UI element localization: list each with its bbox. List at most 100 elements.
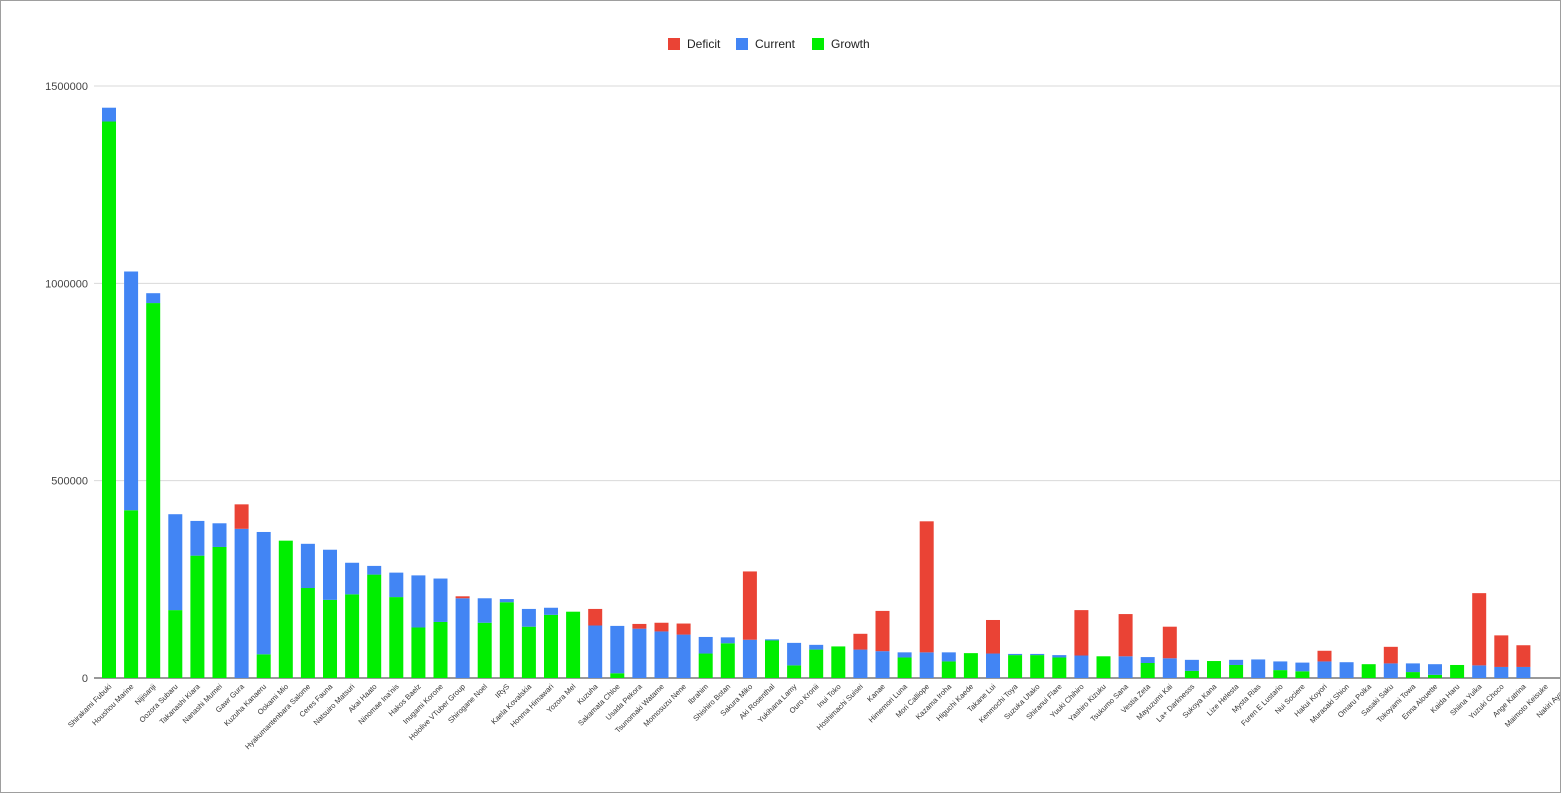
bar-current-shirogane-noel [477,598,492,623]
bar-growth-oozora-subaru [168,610,183,678]
bar-growth-tokoyami-towa [1405,672,1420,678]
legend: Deficit Current Growth [668,37,870,51]
bar-current-kuzuha-kanaeru [256,531,271,655]
legend-label-growth: Growth [831,37,870,51]
bar-growth-himemori-luna [897,657,912,678]
bar-deficit-yuzuki-choco [1494,635,1509,667]
x-tick-label: IRyS [493,682,511,700]
bar-deficit-gawr-gura [234,504,249,529]
y-tick-label: 1500000 [45,81,88,93]
bar-growth-ninomae-ina-nis [389,597,404,678]
bar-current-nanashi-mumei [212,523,227,547]
bar-deficit-sasaki-saku [1383,646,1398,664]
bar-deficit-usada-pekora [632,623,647,629]
bar-current-murasaki-shion [1339,662,1354,678]
bar-current-irys [499,599,514,603]
bar-growth-akai-haato [367,574,382,678]
bar-current-mori-calliope [919,652,934,678]
bar-growth-irys [499,602,514,678]
bar-current-tsukumo-sana [1118,656,1133,678]
bar-current-yuuki-chihiro [1074,655,1089,678]
bar-current-houshou-marine [124,271,139,511]
bar-current-takanashi-kiara [190,520,205,556]
bar-current-honma-himawari [544,607,558,615]
bar-current-shirakami-fubuki [102,107,116,122]
bar-deficit-kanae [875,610,890,652]
bar-current-suzuka-utako [1030,653,1045,656]
bar-growth-ouro-kronii [809,649,824,678]
bar-current-yuzuki-choco [1494,666,1509,678]
bar-current-enna-alouette [1428,664,1442,675]
bar-current-shiina-yuika [1472,665,1487,678]
bar-current-yukihana-lamy [787,642,802,666]
bar-current-ibrahim [698,636,713,654]
bar-current-la-darknesss [1184,659,1199,671]
bar-deficit-kuzuha [588,608,603,626]
bar-current-tokoyami-towa [1405,663,1420,673]
bar-growth-shirakami-fubuki [102,121,116,678]
bar-growth-furen-e-lustario [1273,670,1288,678]
bar-deficit-hakui-koyori [1317,650,1332,662]
bar-deficit-mayuzumi-kai [1162,626,1177,659]
bar-deficit-hololive-vtuber-group [455,596,470,599]
bar-growth-kaela-kovalskia [521,626,536,678]
legend-swatch-deficit [668,38,680,50]
bar-current-mysta-rias [1251,659,1266,678]
bar-deficit-tsukumo-sana [1118,614,1133,657]
bar-deficit-ange-katrina [1516,645,1531,667]
bar-growth-aki-rosenthal [765,640,779,678]
bar-current-kenmochi-toya [1008,653,1023,656]
y-tick-label: 1000000 [45,278,88,290]
bar-current-ouro-kronii [809,644,824,650]
bar-current-hyakumantenbara-salome [300,543,315,589]
bar-current-hakui-koyori [1317,661,1332,678]
bar-growth-sakamata-chloe [610,673,625,678]
bar-growth-enna-alouette [1428,674,1442,678]
bar-current-kazama-iroha [941,652,956,662]
bar-current-shishiro-botan [720,637,735,644]
bar-growth-inugami-korone [433,621,448,678]
bar-deficit-momosuzu-nene [676,623,691,635]
bar-growth-higuchi-kaede [963,653,978,678]
bar-current-mayuzumi-kai [1162,658,1177,678]
bar-current-hakos-baelz [411,575,426,628]
bar-growth-yashiro-kizuku [1096,656,1111,678]
bar-current-hoshimachi-suisei [853,649,868,678]
bar-current-sakamata-chloe [610,625,625,674]
legend-swatch-growth [812,38,824,50]
bar-current-kuzuha [588,625,603,678]
bar-growth-la-darknesss [1184,670,1199,678]
bar-current-furen-e-lustario [1273,661,1288,671]
y-axis-ticks: 0 500000 1000000 1500000 [45,81,88,685]
bar-current-kaela-kovalskia [521,608,536,627]
bar-current-kanae [875,651,890,678]
bar-growth-natsuiro-matsuri [345,594,360,678]
bar-growth-suzuka-utako [1030,655,1045,678]
bar-growth-lize-helesta [1229,664,1244,678]
bar-growth-shishiro-botan [720,643,735,678]
bar-growth-nui-sociere [1295,671,1310,678]
bar-growth-nijisanji [146,303,161,678]
bar-deficit-shiina-yuika [1472,593,1487,666]
bar-growth-yozora-mel [566,611,581,678]
legend-label-deficit: Deficit [687,37,721,51]
bars [102,107,1531,678]
bar-growth-vestia-zeta [1140,663,1155,678]
bar-deficit-tsunomaki-watame [654,622,669,632]
bar-growth-omaru-polka [1361,664,1376,678]
bar-growth-shirogane-noel [477,622,492,678]
bar-current-akai-haato [367,565,382,575]
bar-current-usada-pekora [632,628,647,678]
bar-growth-inui-toko [831,646,846,678]
y-tick-label: 0 [82,673,88,685]
bar-deficit-mori-calliope [919,521,934,653]
bar-current-ninomae-ina-nis [389,572,404,598]
bar-current-ange-katrina [1516,666,1531,678]
bar-current-nui-sociere [1295,662,1310,672]
bar-deficit-sakura-miko [742,571,757,640]
bar-deficit-hoshimachi-suisei [853,633,868,650]
bar-current-gawr-gura [234,528,249,678]
bar-current-tsunomaki-watame [654,631,669,678]
